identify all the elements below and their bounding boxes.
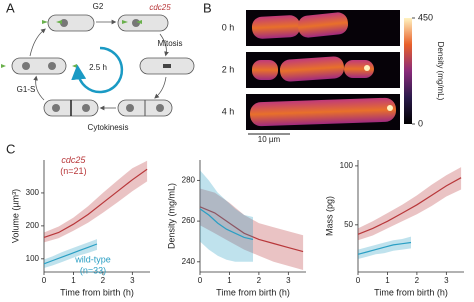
x-tick-label: 2 <box>257 276 262 285</box>
x-tick-label: 3 <box>130 276 135 285</box>
series-line <box>357 241 412 255</box>
y-axis-label: Mass (pg) <box>324 196 334 236</box>
x-tick-label: 1 <box>385 276 390 285</box>
x-tick-label: 0 <box>198 276 203 285</box>
y-tick-label: 100 <box>340 161 354 170</box>
series-line <box>199 208 254 240</box>
x-axis-label: Time from birth (h) <box>216 287 290 297</box>
y-axis-label: Density (mg/mL) <box>166 183 176 249</box>
panel-label: B <box>203 0 212 15</box>
cell-cycle-diagram <box>1 14 195 117</box>
scale-bar-label: 10 µm <box>258 135 281 144</box>
x-axis-label: Time from birth (h) <box>60 287 134 297</box>
y-tick-label: 300 <box>26 188 40 197</box>
series-line <box>357 177 462 235</box>
series-line <box>199 206 304 253</box>
y-tick-label: 100 <box>26 254 40 263</box>
y-tick-label: 280 <box>182 175 196 184</box>
y-tick-label: 260 <box>182 216 196 225</box>
confidence-band <box>358 167 462 241</box>
phase-label: G1-S <box>17 85 36 94</box>
panel-label: A <box>6 0 15 15</box>
microscopy-images <box>246 10 400 130</box>
y-tick-label: 240 <box>182 257 196 266</box>
x-tick-label: 0 <box>356 276 361 285</box>
time-label: 4 h <box>222 106 235 116</box>
colorbar-label: Density (mg/mL) <box>436 42 445 101</box>
x-tick-label: 1 <box>227 276 232 285</box>
x-tick-label: 2 <box>101 276 106 285</box>
series-annotation: (n=21) <box>60 166 86 176</box>
phase-label: Cytokinesis <box>88 123 129 132</box>
x-tick-label: 3 <box>286 276 291 285</box>
y-axis-label: Volume (µm³) <box>10 189 20 243</box>
series-label: cdc25 <box>61 155 86 165</box>
series-annotation: (n=33) <box>80 265 106 275</box>
y-tick-label: 200 <box>26 221 40 230</box>
phase-label: G2 <box>93 2 104 11</box>
gene-label: cdc25 <box>149 3 171 12</box>
colorbar-tick-label: 0 <box>418 118 423 128</box>
series-line <box>43 243 98 265</box>
confidence-band <box>200 170 253 262</box>
colorbar <box>404 18 412 124</box>
confidence-band <box>44 160 148 243</box>
panel-label: C <box>6 141 15 156</box>
colorbar-tick-label: 450 <box>418 12 433 22</box>
period-label: 2.5 h <box>89 63 107 72</box>
x-tick-label: 0 <box>42 276 47 285</box>
time-label: 0 h <box>222 22 235 32</box>
x-tick-label: 3 <box>444 276 449 285</box>
y-tick-label: 50 <box>344 220 353 229</box>
x-tick-label: 1 <box>71 276 76 285</box>
confidence-band <box>200 188 304 270</box>
series-label: wild-type <box>74 254 111 264</box>
series-line <box>43 168 148 238</box>
x-axis-label: Time from birth (h) <box>374 287 448 297</box>
x-tick-label: 2 <box>415 276 420 285</box>
time-label: 2 h <box>222 64 235 74</box>
phase-label: Mitosis <box>158 39 183 48</box>
